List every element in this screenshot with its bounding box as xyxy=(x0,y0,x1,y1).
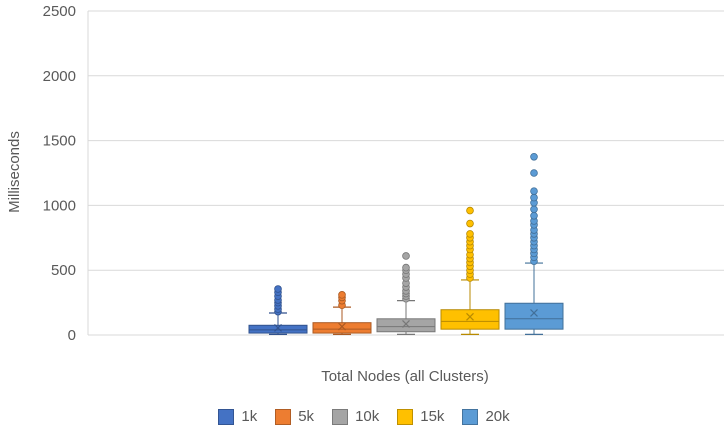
series-boxes xyxy=(248,153,564,335)
y-axis-label: Milliseconds xyxy=(6,131,23,213)
legend-item-20k: 20k xyxy=(462,408,510,425)
y-tick-label: 1500 xyxy=(43,133,76,150)
legend-swatch xyxy=(218,408,235,425)
outlier-point xyxy=(530,153,538,161)
box xyxy=(248,324,308,334)
series-20k xyxy=(504,153,564,335)
box xyxy=(440,309,500,330)
outlier-point xyxy=(530,205,538,214)
legend-label: 1k xyxy=(241,408,258,425)
gridlines xyxy=(88,10,724,336)
legend-swatch xyxy=(462,408,479,425)
box xyxy=(504,302,564,330)
outlier-point xyxy=(530,211,538,220)
series-15k xyxy=(440,206,500,335)
mean-marker xyxy=(338,322,346,331)
legend-item-15k: 15k xyxy=(397,408,444,425)
outlier-point xyxy=(530,169,538,177)
outlier-point xyxy=(402,252,410,260)
outlier-point xyxy=(530,187,538,195)
legend-item-5k: 5k xyxy=(275,408,314,425)
legend-label: 20k xyxy=(485,408,510,425)
legend-label: 10k xyxy=(355,408,380,425)
x-axis-label: Total Nodes (all Clusters) xyxy=(321,368,489,385)
axes: 0 500 1000 1500 2000 2500 xyxy=(43,3,89,344)
outlier-point xyxy=(466,230,474,238)
y-tick-label: 2000 xyxy=(43,68,76,85)
box xyxy=(376,318,436,333)
legend-swatch xyxy=(332,408,349,425)
mean-marker xyxy=(402,320,410,328)
outlier-point xyxy=(466,219,474,228)
outlier-point xyxy=(466,206,474,215)
legend-label: 5k xyxy=(298,408,315,425)
mean-marker xyxy=(466,312,474,321)
outlier-point xyxy=(530,193,538,202)
legend-item-10k: 10k xyxy=(332,408,379,425)
mean-marker xyxy=(274,323,282,332)
box xyxy=(312,322,372,334)
legend-label: 15k xyxy=(420,408,445,425)
series-5k xyxy=(312,291,372,335)
outlier-point xyxy=(402,263,410,272)
legend-swatch xyxy=(397,408,414,425)
series-10k xyxy=(376,252,436,335)
legend: 1k 5k 10k 15k 20k xyxy=(0,408,728,425)
plot-area: 0 500 1000 1500 2000 2500 Milliseconds Total … xyxy=(6,3,724,385)
legend-item-1k: 1k xyxy=(218,408,257,425)
outlier-point xyxy=(338,291,346,299)
mean-marker xyxy=(530,309,538,317)
legend-swatch xyxy=(275,408,292,425)
y-tick-label: 2500 xyxy=(43,3,76,20)
y-tick-label: 0 xyxy=(68,327,76,344)
series-1k xyxy=(248,285,308,335)
y-tick-label: 1000 xyxy=(43,197,76,214)
outlier-point xyxy=(274,285,282,293)
y-tick-label: 500 xyxy=(51,262,76,279)
